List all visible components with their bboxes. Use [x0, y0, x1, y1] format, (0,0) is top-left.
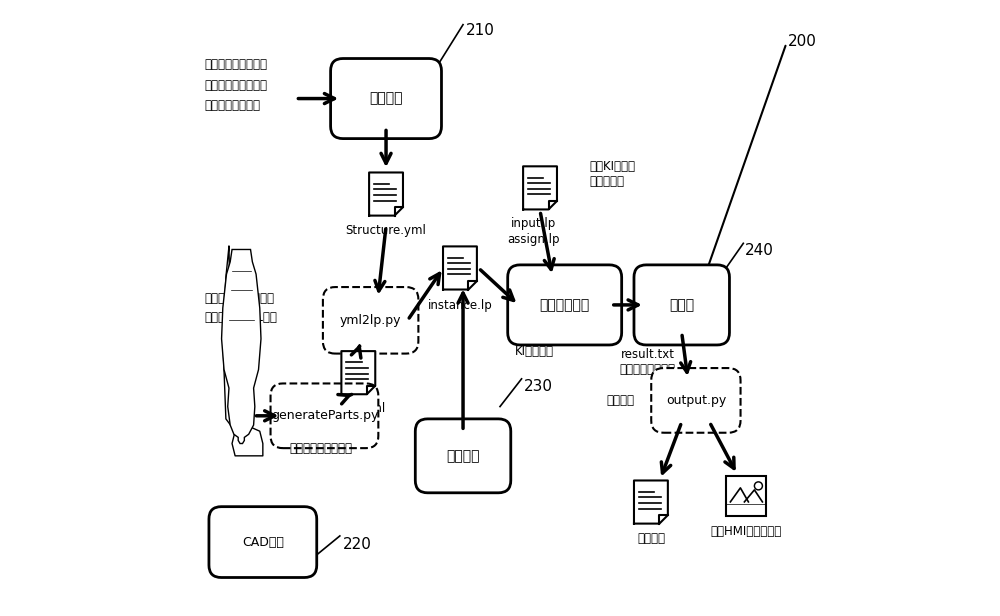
FancyBboxPatch shape	[323, 287, 418, 354]
FancyBboxPatch shape	[209, 506, 317, 578]
Text: instance.lp: instance.lp	[428, 299, 492, 312]
Text: generateParts.py: generateParts.py	[271, 409, 378, 423]
Text: input.lp: input.lp	[511, 217, 557, 230]
FancyBboxPatch shape	[726, 476, 766, 516]
Text: 例如来自YAML文件: 例如来自YAML文件	[204, 311, 277, 325]
Text: 特性以及可能的其他: 特性以及可能的其他	[204, 78, 267, 92]
Text: CAD模型: CAD模型	[242, 535, 284, 549]
Text: output.py: output.py	[666, 394, 726, 407]
Text: yml2lp.py: yml2lp.py	[340, 314, 401, 327]
Text: result.txt: result.txt	[621, 348, 675, 361]
Text: 200: 200	[788, 34, 817, 49]
Text: （完成的参数化）: （完成的参数化）	[620, 363, 676, 376]
Text: 210: 210	[466, 23, 495, 38]
Text: Parts.yml: Parts.yml	[331, 402, 386, 415]
Text: 优化目标: 优化目标	[446, 449, 480, 463]
Text: 240: 240	[745, 243, 774, 258]
FancyBboxPatch shape	[634, 265, 729, 345]
Text: 参数集: 参数集	[669, 298, 694, 312]
PathPatch shape	[222, 249, 261, 444]
FancyBboxPatch shape	[271, 383, 378, 448]
Text: 用于HMI的图形输出: 用于HMI的图形输出	[711, 525, 782, 538]
FancyBboxPatch shape	[331, 59, 441, 139]
FancyBboxPatch shape	[415, 419, 511, 493]
Polygon shape	[634, 480, 668, 524]
Text: 引导套件的、容器的: 引导套件的、容器的	[204, 58, 267, 71]
Text: 230: 230	[523, 379, 552, 394]
Text: 解决方案系统: 解决方案系统	[540, 298, 590, 312]
Text: 参数之间的相关性: 参数之间的相关性	[204, 99, 260, 112]
Text: KI系统调用: KI系统调用	[514, 345, 553, 358]
Text: 220: 220	[343, 537, 372, 552]
Text: 输出准备: 输出准备	[606, 394, 634, 407]
Text: 用于KI系统的: 用于KI系统的	[589, 160, 635, 173]
Text: 系统模型: 系统模型	[369, 92, 403, 105]
Text: 每次查询的实例生成，: 每次查询的实例生成，	[204, 292, 274, 306]
Text: 可能的接触面的计算: 可能的接触面的计算	[290, 442, 353, 455]
FancyBboxPatch shape	[508, 265, 622, 345]
Polygon shape	[523, 166, 557, 209]
Polygon shape	[369, 172, 403, 216]
Text: 参数数据: 参数数据	[637, 532, 665, 545]
Polygon shape	[341, 351, 375, 394]
Text: Structure.yml: Structure.yml	[346, 224, 426, 237]
Text: assign.lp: assign.lp	[508, 233, 560, 246]
Polygon shape	[443, 246, 477, 290]
FancyBboxPatch shape	[651, 368, 741, 433]
Text: 统计知识库: 统计知识库	[589, 175, 624, 188]
